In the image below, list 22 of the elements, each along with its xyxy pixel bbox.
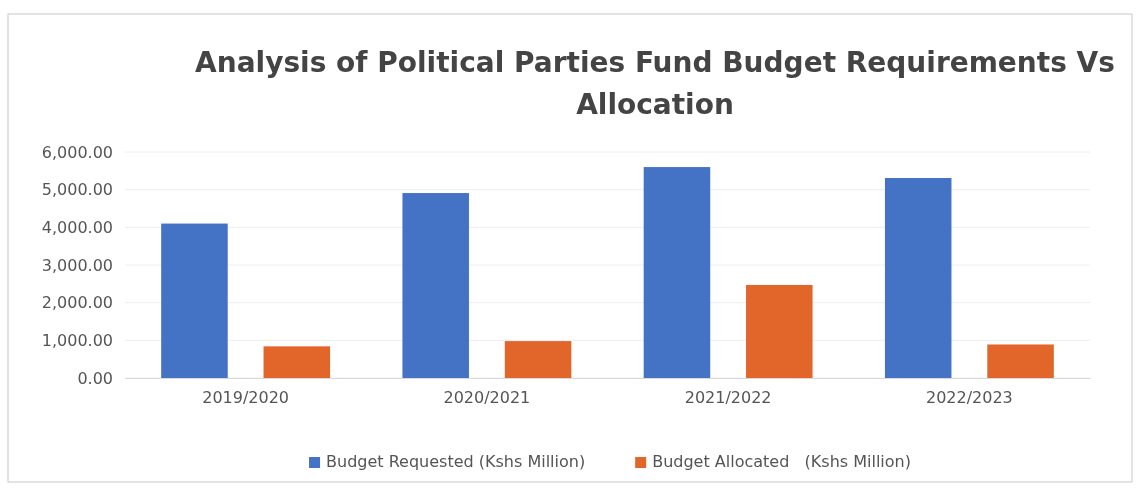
x-tick-label: 2019/2020: [202, 388, 290, 408]
y-tick-label: 3,000.00: [41, 255, 113, 275]
y-tick-label: 2,000.00: [41, 293, 113, 313]
y-tick-label: 0.00: [77, 368, 113, 388]
x-tick-label: 2020/2021: [443, 388, 531, 408]
bar: [161, 223, 228, 378]
y-tick-label: 5,000.00: [41, 180, 113, 200]
bar: [263, 346, 331, 378]
y-tick-label: 4,000.00: [41, 217, 113, 237]
x-tick-label: 2022/2023: [925, 388, 1013, 408]
legend-label: Budget Allocated (Kshs Million): [652, 452, 911, 471]
legend-label: Budget Requested (Kshs Million): [326, 452, 586, 471]
bar: [884, 177, 952, 378]
y-tick-label: 6,000.00: [41, 142, 113, 162]
bar: [504, 341, 572, 378]
chart-title: Analysis of Political Parties Fund Budget Requirements Vs Allocation: [195, 46, 1115, 121]
x-tick-label: 2021/2022: [684, 388, 772, 408]
bar: [987, 344, 1054, 378]
y-tick-label: 1,000.00: [41, 330, 113, 350]
bar: [402, 193, 469, 378]
bar: [746, 284, 813, 378]
bar: [643, 167, 711, 378]
